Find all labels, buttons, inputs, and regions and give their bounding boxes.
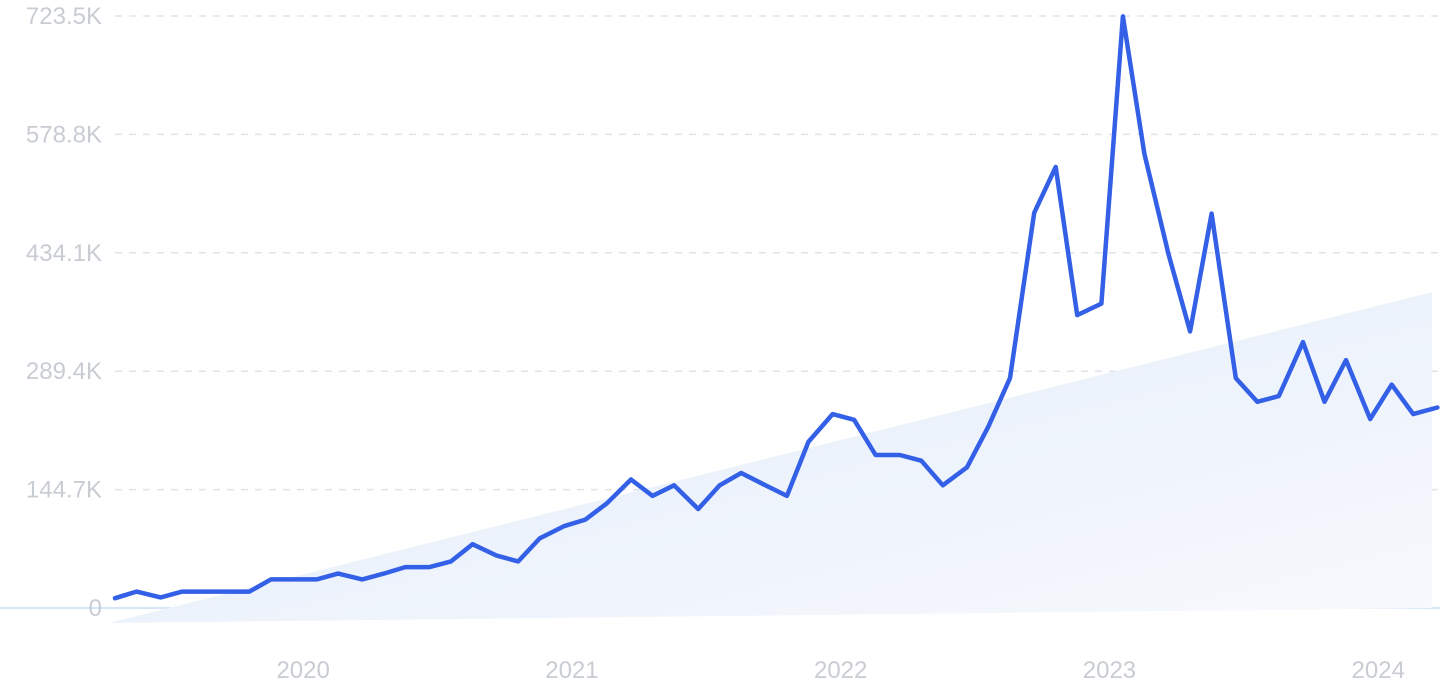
x-tick-label: 2021 bbox=[545, 657, 598, 684]
x-tick-label: 2024 bbox=[1352, 657, 1405, 684]
trend-area bbox=[108, 292, 1432, 623]
x-tick-label: 2020 bbox=[276, 657, 329, 684]
y-tick-label: 434.1K bbox=[26, 240, 102, 267]
y-tick-label: 289.4K bbox=[26, 358, 102, 385]
x-tick-label: 2022 bbox=[814, 657, 867, 684]
x-tick-label: 2023 bbox=[1083, 657, 1136, 684]
x-axis-labels: 2020 2021 2022 2023 2024 bbox=[276, 657, 1404, 684]
y-tick-label: 578.8K bbox=[26, 121, 102, 148]
series-line bbox=[112, 14, 1440, 601]
y-tick-label: 144.7K bbox=[26, 477, 102, 504]
trend-area-shape bbox=[108, 292, 1432, 623]
y-axis-labels: 0 144.7K 289.4K 434.1K 578.8K 723.5K bbox=[26, 3, 102, 622]
y-tick-label: 723.5K bbox=[26, 3, 102, 30]
series-lines bbox=[112, 14, 1440, 601]
y-tick-label: 0 bbox=[89, 595, 102, 622]
